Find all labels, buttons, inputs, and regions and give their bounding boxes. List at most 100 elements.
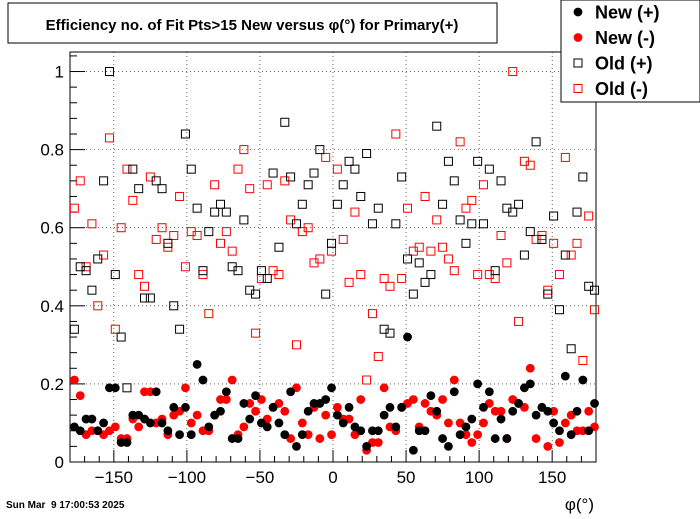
series-new — [69, 363, 599, 455]
data-point — [192, 359, 202, 369]
axis-tick-labels: −150 −100 −50 0 50 100 150 0 0.2 0.4 0.6 0.8 1 — [40, 63, 566, 487]
data-point — [590, 285, 600, 295]
data-point — [554, 270, 564, 280]
data-point — [362, 441, 372, 451]
data-point — [221, 207, 231, 217]
data-point — [128, 195, 138, 205]
data-point — [449, 266, 459, 276]
data-point — [87, 414, 97, 424]
data-point — [140, 281, 150, 291]
data-point — [473, 379, 483, 389]
data-point — [245, 184, 255, 194]
data-point — [175, 430, 184, 440]
data-point — [443, 156, 453, 166]
data-point — [560, 250, 570, 260]
data-point — [175, 324, 185, 334]
data-point — [327, 383, 336, 393]
legend-marker — [573, 84, 583, 93]
data-point — [338, 418, 348, 428]
data-point — [181, 402, 190, 412]
data-point — [268, 168, 278, 178]
data-point — [379, 383, 389, 393]
data-point — [514, 316, 524, 326]
data-point — [403, 203, 413, 213]
legend-label: Old (+) — [595, 54, 653, 74]
data-point — [590, 399, 599, 408]
data-point — [221, 387, 231, 397]
data-point — [420, 426, 430, 436]
data-points — [69, 67, 600, 455]
data-point — [496, 406, 506, 416]
data-point — [531, 410, 541, 420]
data-point — [315, 254, 325, 264]
data-point — [134, 422, 144, 432]
data-point — [198, 375, 208, 385]
data-point — [420, 191, 430, 201]
data-point — [215, 238, 225, 248]
data-point — [444, 441, 453, 451]
data-point — [449, 375, 459, 385]
data-point — [508, 67, 518, 77]
data-point — [122, 383, 132, 393]
data-point — [344, 402, 354, 412]
data-point — [560, 371, 570, 381]
data-point — [473, 430, 483, 440]
data-point — [104, 133, 114, 143]
data-point — [93, 301, 103, 311]
data-point — [221, 395, 231, 404]
data-point — [525, 379, 535, 389]
data-point — [180, 129, 190, 139]
data-point — [408, 445, 418, 455]
data-point — [99, 418, 109, 428]
data-point — [303, 223, 313, 233]
data-point — [467, 414, 477, 424]
data-point — [367, 309, 377, 319]
data-point — [455, 137, 465, 147]
x-tick-label: 50 — [397, 468, 416, 487]
data-point — [490, 266, 500, 276]
data-point — [303, 406, 313, 416]
data-point — [233, 434, 243, 443]
data-point — [87, 219, 97, 229]
data-point — [461, 422, 471, 432]
data-point — [280, 406, 290, 416]
data-point — [157, 184, 167, 194]
data-point — [356, 191, 366, 201]
data-point — [438, 199, 448, 209]
data-point — [426, 270, 436, 280]
data-point — [537, 234, 547, 244]
data-point — [555, 438, 564, 447]
legend-marker — [573, 33, 583, 42]
data-point — [373, 426, 383, 436]
legend-marker — [573, 58, 583, 68]
data-point — [356, 395, 366, 404]
data-point — [584, 406, 594, 416]
data-point — [338, 180, 348, 190]
data-point — [479, 418, 488, 428]
data-point — [69, 375, 79, 385]
data-point — [122, 164, 132, 174]
data-point — [461, 203, 471, 213]
data-point — [467, 219, 477, 229]
data-point — [303, 180, 313, 190]
data-point — [525, 227, 535, 237]
data-point — [122, 438, 132, 447]
data-point — [163, 238, 173, 248]
data-point — [227, 375, 237, 385]
data-point — [373, 352, 383, 362]
data-point — [75, 426, 85, 436]
data-point — [198, 266, 208, 276]
data-point — [169, 231, 179, 241]
data-point — [221, 227, 231, 237]
data-point — [169, 402, 179, 412]
data-point — [280, 117, 290, 127]
data-point — [473, 270, 483, 280]
data-point — [186, 418, 196, 428]
data-point — [572, 207, 582, 217]
data-point — [110, 383, 120, 393]
data-point — [321, 152, 331, 162]
data-point — [525, 160, 535, 170]
data-point — [484, 387, 494, 397]
data-point — [549, 418, 559, 428]
